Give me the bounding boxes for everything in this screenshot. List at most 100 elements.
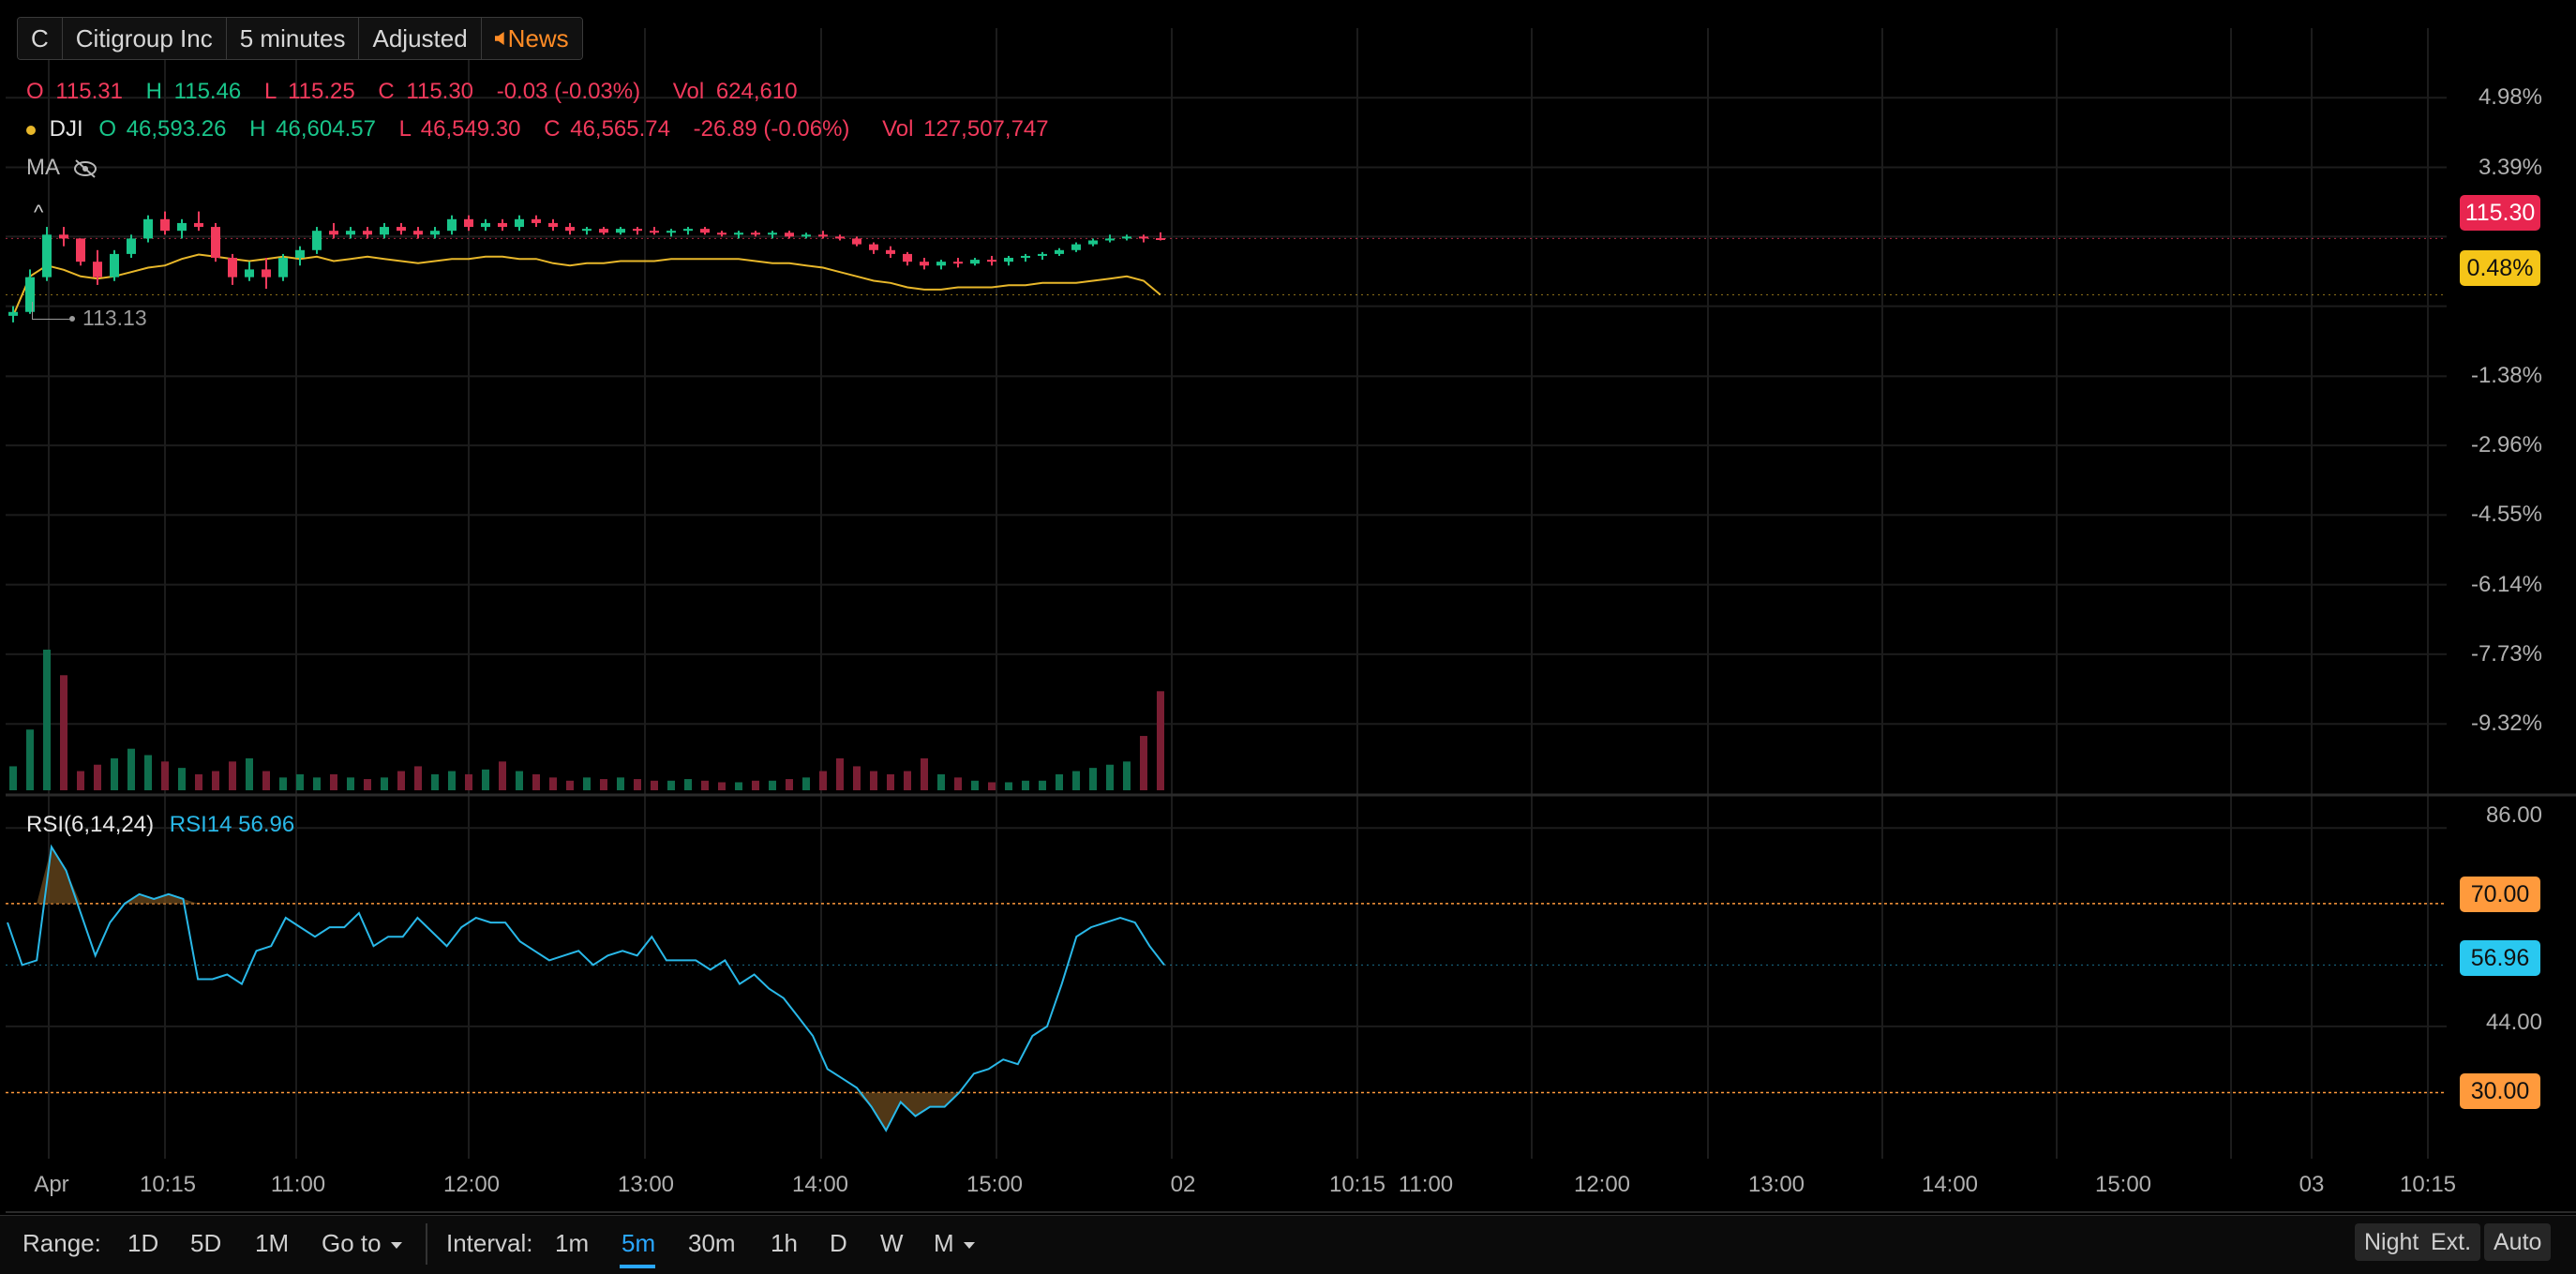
volume-bar [43,650,51,790]
ohlc-main-row: O 115.31 H 115.46 L 115.25 C 115.30 -0.0… [26,79,798,105]
x-axis-label: 14:00 [791,1172,849,1197]
candle-body [683,229,693,232]
volume-bar [381,777,388,790]
volume-bar [94,764,101,790]
candle-body [717,232,726,235]
compare-symbol[interactable]: DJI [49,116,83,142]
volume-bar [296,773,304,790]
interval-w[interactable]: W [880,1229,904,1257]
candle-body [599,229,608,233]
ma-row: MA [26,155,98,181]
candle-body [1156,238,1165,241]
volume-bar [566,780,574,790]
candle-body [1105,238,1115,241]
goto-caret-icon [390,1241,402,1249]
volume-bar [9,766,17,790]
volume-bar [111,757,118,790]
compare-dot-icon [26,125,36,135]
candle-body [1088,240,1098,245]
ohlc-o-label: O [26,79,44,104]
candle-body [801,234,811,237]
goto-dropdown[interactable]: Go to [322,1229,402,1258]
candle-body [616,229,625,233]
rsi-legend: RSI(6,14,24) RSI14 56.96 [26,812,294,838]
range-1m[interactable]: 1M [255,1229,290,1257]
volume-bar [802,777,810,790]
candle-body [363,231,372,235]
rsi-oversold-fill [7,1092,1164,1131]
ext-button[interactable]: Ext. [2421,1223,2481,1261]
ma-label[interactable]: MA [26,155,59,180]
interval-1m[interactable]: 1m [555,1229,590,1257]
range-1d[interactable]: 1D [127,1229,159,1257]
candle-body [481,222,490,228]
volume-bar [836,757,844,790]
candle-body [633,229,642,232]
x-axis-label: 12:00 [442,1172,501,1197]
interval-d[interactable]: D [830,1229,847,1257]
volume-bar [786,779,793,790]
volume-bar [684,779,692,790]
candle-body [886,249,895,254]
candle-body [936,262,946,266]
candle-body [498,222,507,228]
candle-body [8,311,18,316]
candle-body [903,253,912,262]
auto-button[interactable]: Auto [2484,1223,2552,1261]
symbol-box[interactable]: C [18,18,63,59]
volume-bar [887,773,894,790]
candle-body [93,262,102,277]
candle-body [397,227,406,232]
x-axis-label: 02 [1170,1172,1196,1197]
eye-off-icon[interactable] [72,158,98,179]
candle-body [110,253,119,277]
volume-bar [819,771,827,790]
candle-body [194,222,203,228]
interval-m-dropdown[interactable]: M [934,1229,975,1258]
volume-bar [532,773,540,790]
range-5d[interactable]: 5D [190,1229,222,1257]
volume-bar [1005,782,1012,790]
candle-body [262,269,271,277]
rsi-label[interactable]: RSI(6,14,24) [26,812,155,837]
ohlc-c-label: C [378,79,395,104]
volume-bar [1089,768,1097,790]
news-button[interactable]: News [481,18,582,59]
chart-svg[interactable] [0,0,2576,1215]
volume-bar [347,777,354,790]
x-axis-label: 15:00 [2094,1172,2152,1197]
interval-m-caret-icon [963,1241,975,1249]
collapse-caret-icon[interactable]: ^ [34,201,44,224]
compare-change: -26.89 (-0.06%) [693,116,850,142]
adjusted-toggle[interactable]: Adjusted [359,18,482,59]
interval-5m[interactable]: 5m [622,1229,656,1257]
compare-h-label: H [249,116,266,142]
candle-body [143,218,153,239]
candle-body [768,232,777,235]
news-label: News [507,23,569,52]
compare-c-label: C [544,116,561,142]
volume-bar [313,777,321,790]
interval-label[interactable]: 5 minutes [226,18,360,59]
speaker-icon [494,32,504,45]
ohlc-c-value: 115.30 [406,79,474,104]
company-name[interactable]: Citigroup Inc [62,18,227,59]
compare-o-value: 46,593.26 [126,116,227,142]
candle-body [464,218,473,228]
ohlc-vol-value: 624,610 [715,79,798,104]
volume-bar [701,780,709,790]
interval-30m[interactable]: 30m [688,1229,736,1257]
volume-bar [718,782,726,790]
volume-bar [1039,780,1046,790]
volume-bar [1072,771,1080,790]
grid [6,28,2576,1213]
candle-body [447,218,457,232]
volume-bars [9,650,1164,790]
rsi-line [7,844,1165,1132]
night-button[interactable]: Night [2355,1223,2429,1261]
candle-body [970,260,980,264]
rsi-axis-44: 44.00 [2485,1010,2542,1035]
x-axis-label: 10:15 [1328,1172,1386,1197]
x-axis-label: 03 [2299,1172,2325,1197]
interval-1h[interactable]: 1h [771,1229,798,1257]
